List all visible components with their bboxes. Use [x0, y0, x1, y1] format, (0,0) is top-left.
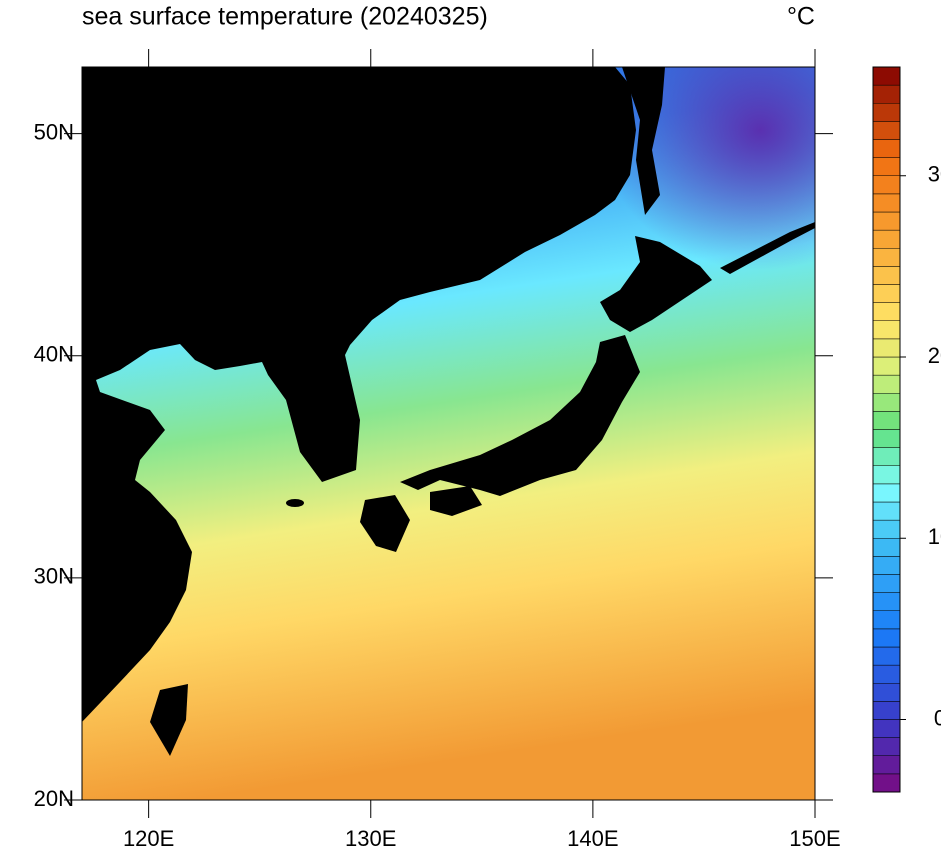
colorbar-box: [872, 592, 901, 611]
colorbar-box: [872, 646, 901, 666]
colorbar-box: [872, 429, 901, 448]
colorbar-box: [872, 628, 901, 648]
colorbar-box: [872, 519, 901, 539]
colorbar-box: [872, 556, 901, 575]
colorbar-box: [872, 320, 901, 340]
colorbar-box: [872, 157, 901, 176]
x-tick-label: 140E: [567, 826, 618, 851]
y-tick-label: 50N: [34, 119, 74, 144]
map: [82, 67, 815, 800]
colorbar-box: [872, 193, 901, 213]
colorbar-box: [872, 66, 901, 86]
colorbar-box: [872, 248, 901, 267]
colorbar-box: [872, 139, 901, 158]
x-tick-label: 130E: [345, 826, 396, 851]
colorbar-box: [872, 701, 901, 720]
y-tick-label: 40N: [34, 342, 74, 367]
colorbar-box: [872, 683, 901, 702]
colorbar-tick-label: 0: [934, 705, 941, 730]
colorbar-box: [872, 664, 901, 684]
colorbar-box: [872, 84, 901, 104]
plot-frame: [81, 66, 816, 801]
colorbar-box: [872, 483, 901, 503]
chart-title: sea surface temperature (20240325): [82, 3, 488, 31]
colorbar-box: [872, 447, 901, 466]
colorbar-box: [872, 465, 901, 485]
y-tick-label: 30N: [34, 564, 74, 589]
y-tick-label: 20N: [34, 786, 74, 811]
colorbar-box: [872, 610, 901, 630]
colorbar-box: [872, 374, 901, 394]
colorbar-box: [872, 266, 901, 285]
colorbar-tick-label: 20: [928, 343, 941, 368]
x-tick-label: 150E: [789, 826, 840, 851]
colorbar-box: [872, 737, 901, 756]
colorbar-box: [872, 719, 901, 738]
colorbar-box: [872, 755, 901, 775]
x-tick-label: 120E: [123, 826, 174, 851]
colorbar-box: [872, 302, 901, 321]
colorbar-tick-label: 10: [928, 524, 941, 549]
land: [82, 67, 815, 756]
colorbar-box: [872, 229, 901, 249]
colorbar-box: [872, 574, 901, 593]
colorbar-box: [872, 393, 901, 412]
colorbar-box: [872, 501, 901, 521]
colorbar-box: [872, 121, 901, 140]
colorbar-box: [872, 773, 901, 793]
colorbar-box: [872, 211, 901, 231]
colorbar-box: [872, 175, 901, 195]
colorbar-tick-label: 30: [928, 162, 941, 187]
colorbar-box: [872, 411, 901, 430]
colorbar-box: [872, 356, 901, 376]
colorbar-box: [872, 284, 901, 303]
unit-label: °C: [787, 3, 815, 31]
colorbar-box: [872, 538, 901, 557]
colorbar-frame: [872, 66, 901, 793]
colorbar-box: [872, 338, 901, 358]
colorbar-box: [872, 103, 901, 122]
